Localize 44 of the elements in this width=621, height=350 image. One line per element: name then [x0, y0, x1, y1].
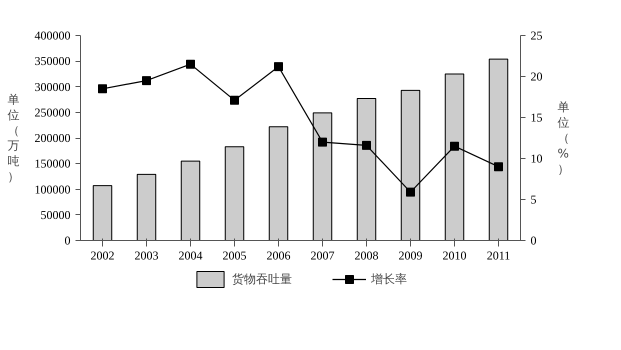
y2-tick-label: 25 — [530, 28, 542, 42]
y-tick-label: 300000 — [34, 80, 70, 94]
y-tick-label: 400000 — [34, 28, 70, 42]
x-tick-label: 2004 — [178, 248, 202, 262]
y2-tick-label: 20 — [530, 70, 542, 84]
y2-axis-title: 单位（%） — [558, 100, 570, 176]
y-axis-title: 单位（万吨） — [8, 92, 20, 184]
y-tick-label: 150000 — [34, 156, 70, 171]
bar — [92, 185, 112, 240]
bar — [224, 146, 244, 240]
x-tick-label: 2005 — [222, 248, 246, 262]
y-tick-label: 350000 — [34, 54, 70, 68]
point — [186, 60, 195, 69]
bar — [136, 174, 156, 240]
bar — [180, 160, 200, 240]
point — [450, 142, 459, 151]
legend-label: 增长率 — [371, 270, 407, 288]
point — [406, 188, 415, 197]
x-tick-label: 2009 — [398, 248, 422, 262]
y2-tick-label: 0 — [530, 234, 536, 248]
x-tick-label: 2008 — [354, 248, 378, 262]
y-tick-label: 100000 — [34, 182, 70, 196]
bar — [268, 126, 288, 240]
y2-tick-label: 15 — [530, 110, 542, 124]
point — [318, 138, 327, 147]
x-tick-label: 2003 — [134, 248, 158, 262]
x-tick-label: 2006 — [266, 248, 290, 262]
point — [230, 96, 239, 105]
x-tick-label: 2011 — [486, 248, 510, 262]
y-tick-label: 0 — [64, 234, 70, 248]
point — [274, 62, 283, 72]
x-tick-label: 2010 — [442, 248, 466, 262]
x-tick-label: 2002 — [90, 248, 114, 262]
point — [142, 76, 151, 86]
x-tick-label: 2007 — [310, 248, 334, 262]
y-tick-label: 200000 — [34, 131, 70, 145]
point — [98, 84, 107, 94]
y-tick-label: 250000 — [34, 105, 70, 120]
y-tick-label: 50000 — [40, 208, 70, 222]
y2-tick-label: 5 — [530, 192, 536, 206]
point — [362, 140, 371, 150]
point — [494, 162, 503, 172]
legend-label: 货物吞吐量 — [232, 270, 292, 288]
y2-tick-label: 10 — [530, 152, 542, 166]
